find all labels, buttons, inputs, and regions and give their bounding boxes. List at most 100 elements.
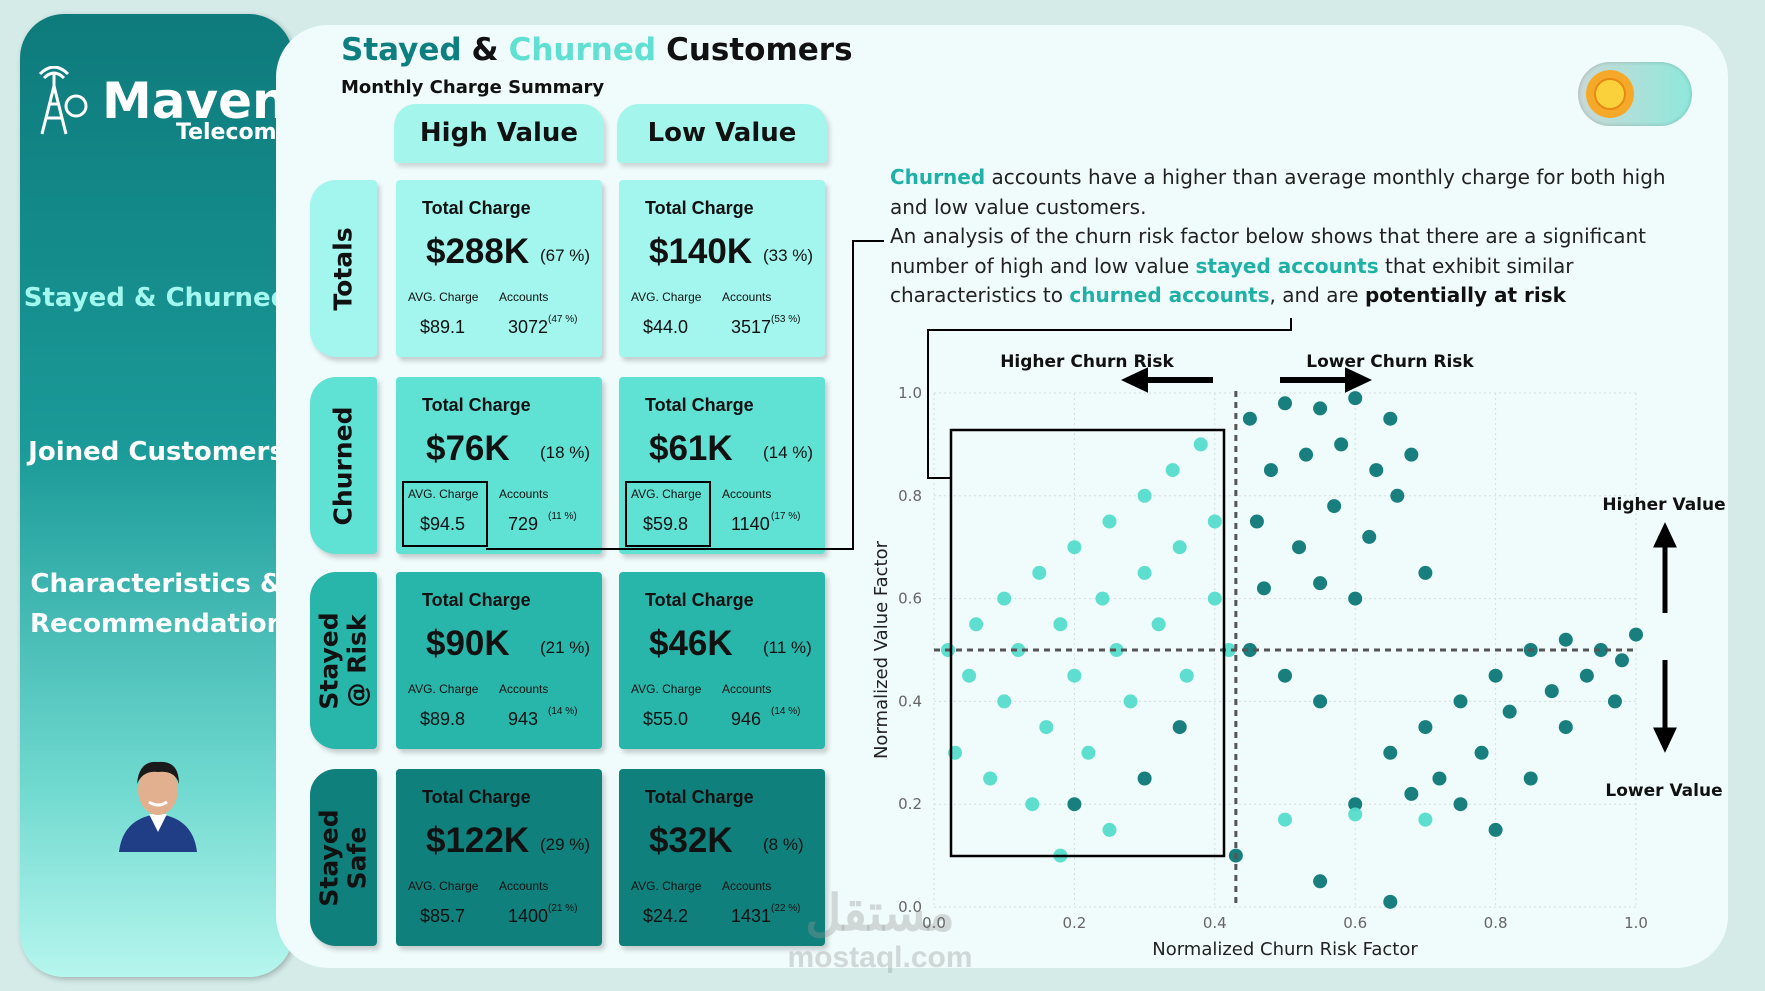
accounts-value: 943 <box>508 709 539 729</box>
row-label-line: Churned <box>328 406 358 525</box>
row-label-text: Churned <box>328 406 358 525</box>
avg-value: $44.0 <box>643 317 689 337</box>
column-header: Low Value <box>617 104 827 163</box>
total-share: (33 %) <box>763 246 814 265</box>
insight-segment: An analysis of the churn risk factor bel… <box>890 224 1647 278</box>
sun-icon <box>1586 70 1634 118</box>
insight-segment: that exhibit similar characteristics to <box>890 253 1574 308</box>
summary-card: Total Charge $76K (18 %) AVG. Charge $94.5 Ac… <box>396 377 602 554</box>
total-share: (14 %) <box>763 443 814 462</box>
avatar <box>119 761 197 852</box>
watermark-text: mostaql.com <box>787 941 973 974</box>
accounts-share: (14 %) <box>548 706 578 717</box>
total-label: Total Charge <box>645 787 754 807</box>
accounts-label: Accounts <box>722 682 772 696</box>
summary-card: Total Charge $32K (8 %) AVG. Charge $24.2 Acc… <box>619 769 825 946</box>
total-value: $122K <box>426 821 530 860</box>
total-label: Total Charge <box>422 787 531 807</box>
accounts-label: Accounts <box>499 879 549 893</box>
avg-label: AVG. Charge <box>408 879 479 893</box>
accounts-label: Accounts <box>722 487 772 501</box>
nav-item[interactable]: Joined Customers <box>28 437 285 467</box>
row-label-line: Stayed <box>314 611 344 710</box>
row-label-line: @ Risk <box>342 613 372 708</box>
insight-paragraph: Churned accounts have a higher than aver… <box>890 163 1690 222</box>
accounts-label: Accounts <box>499 682 549 696</box>
accounts-value: 1400 <box>508 906 549 926</box>
accounts-label: Accounts <box>499 487 549 501</box>
total-share: (11 %) <box>763 638 812 657</box>
avg-label: AVG. Charge <box>408 290 479 304</box>
total-label: Total Charge <box>645 395 754 415</box>
accounts-value: 946 <box>731 709 762 729</box>
accounts-share: (53 %) <box>771 314 801 325</box>
total-value: $76K <box>426 429 510 468</box>
row-label: Churned <box>310 377 377 554</box>
accounts-label: Accounts <box>722 879 772 893</box>
title-part: Stayed <box>341 32 462 68</box>
insight-segment: accounts have a higher than average mont… <box>890 165 1666 219</box>
total-label: Total Charge <box>645 590 754 610</box>
total-share: (29 %) <box>540 835 591 854</box>
sidebar: Maven Telecom Stayed & Churned Joined Cu… <box>20 14 301 977</box>
accounts-value: 729 <box>508 514 539 534</box>
total-value: $90K <box>426 624 510 663</box>
nav-item[interactable]: Stayed & Churned <box>23 283 290 313</box>
accounts-share: (11 %) <box>548 511 577 522</box>
avg-label: AVG. Charge <box>631 879 702 893</box>
row-label: Totals <box>310 180 377 357</box>
total-value: $288K <box>426 232 530 271</box>
accounts-value: 1431 <box>731 906 772 926</box>
insight-paragraph: An analysis of the churn risk factor bel… <box>890 222 1690 311</box>
row-label-text: Totals <box>329 227 358 310</box>
row-label-text: Stayed @ Risk <box>314 611 372 710</box>
title-part: Churned <box>508 32 657 68</box>
avg-value: $55.0 <box>643 709 689 729</box>
accounts-value: 3517 <box>731 317 772 337</box>
total-value: $140K <box>649 232 753 271</box>
insight-segment: Churned <box>890 165 986 189</box>
highlight-box <box>625 481 711 547</box>
avg-value: $85.7 <box>420 906 466 926</box>
total-label: Total Charge <box>422 395 531 415</box>
accounts-label: Accounts <box>499 290 549 304</box>
summary-card: Total Charge $140K (33 %) AVG. Charge $44.0 A… <box>619 180 825 357</box>
nav-item[interactable]: Characteristics & Recommendations <box>30 569 301 639</box>
watermark: مستقل mostaql.com <box>770 885 990 975</box>
total-value: $61K <box>649 429 733 468</box>
column-header: High Value <box>394 104 604 163</box>
title-part: Customers <box>666 32 853 68</box>
accounts-share: (14 %) <box>771 706 801 717</box>
avg-label: AVG. Charge <box>631 290 702 304</box>
theme-toggle[interactable] <box>1578 62 1692 126</box>
accounts-share: (17 %) <box>771 511 801 522</box>
accounts-share: (47 %) <box>548 314 578 325</box>
insight-segment: potentially at risk <box>1364 283 1566 307</box>
logo: Maven <box>102 72 288 130</box>
total-share: (18 %) <box>540 443 591 462</box>
row-label: Stayed Safe <box>310 769 377 946</box>
total-label: Total Charge <box>422 198 531 218</box>
highlight-box <box>402 481 488 547</box>
row-label-text: Stayed Safe <box>314 808 372 907</box>
logo-icon <box>38 66 88 135</box>
summary-card: Total Charge $122K (29 %) AVG. Charge $85.7 A… <box>396 769 602 946</box>
insight-segment: stayed accounts <box>1195 253 1379 278</box>
accounts-share: (22 %) <box>771 903 801 914</box>
title: Stayed & Churned Customers <box>341 32 853 68</box>
total-label: Total Charge <box>645 198 754 218</box>
row-label-line: Stayed <box>314 808 344 907</box>
summary-card: Total Charge $90K (21 %) AVG. Charge $89.8 Ac… <box>396 572 602 749</box>
accounts-value: 1140 <box>731 514 770 534</box>
summary-card: Total Charge $46K (11 %) AVG. Charge $55.0 Ac… <box>619 572 825 749</box>
avg-label: AVG. Charge <box>408 682 479 696</box>
insight-segment: , and are <box>1269 283 1365 307</box>
row-label-line: Safe <box>342 826 372 889</box>
accounts-share: (21 %) <box>548 903 578 914</box>
avg-value: $24.2 <box>643 906 689 926</box>
title-part: & <box>471 32 499 68</box>
total-share: (21 %) <box>540 638 591 657</box>
summary-card: Total Charge $288K (67 %) AVG. Charge $89.1 A… <box>396 180 602 357</box>
insight-segment: churned accounts <box>1069 283 1270 307</box>
